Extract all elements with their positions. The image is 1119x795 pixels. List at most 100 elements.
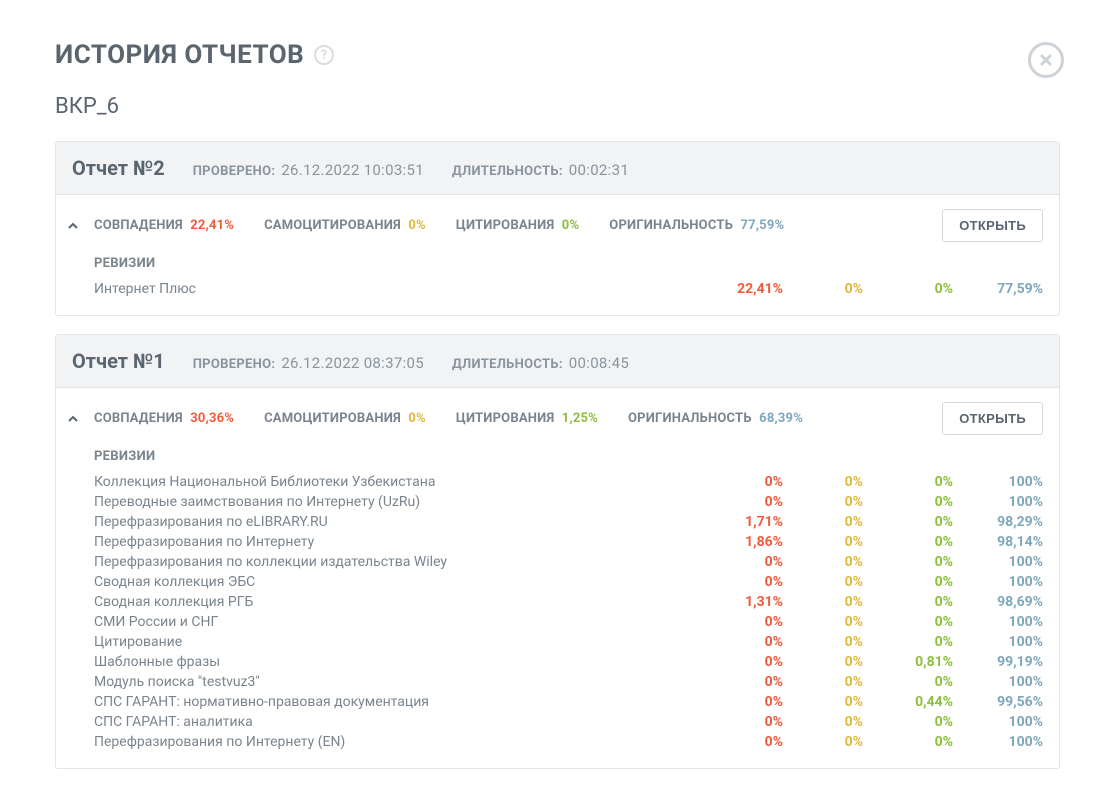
page-title: ИСТОРИЯ ОТЧЕТОВ [55,40,304,70]
revision-selfcite: 0% [793,714,863,730]
revision-name: Перефразирования по Интернету (EN) [94,734,693,750]
revisions-block: РЕВИЗИИ Коллекция Национальной Библиотеки… [56,449,1059,768]
revision-orig: 100% [963,554,1043,570]
revision-row: Перефразирования по коллекции издательст… [94,552,1043,572]
report-number: Отчет №1 [72,349,165,373]
revision-row: Интернет Плюс 22,41% 0% 0% 77,59% [94,279,1043,299]
revision-orig: 100% [963,494,1043,510]
revision-name: Интернет Плюс [94,281,693,297]
revision-orig: 77,59% [963,281,1043,297]
revision-row: Сводная коллекция РГБ 1,31% 0% 0% 98,69% [94,592,1043,612]
open-button[interactable]: ОТКРЫТЬ [942,209,1043,242]
duration-value: 00:02:31 [569,161,629,179]
revision-matches: 0% [703,474,783,490]
revision-orig: 98,29% [963,514,1043,530]
revision-cite: 0% [873,614,953,630]
revisions-title: РЕВИЗИИ [94,449,1043,464]
revision-matches: 0% [703,494,783,510]
revision-cite: 0% [873,474,953,490]
revision-matches: 22,41% [703,281,783,297]
revision-orig: 98,14% [963,534,1043,550]
revision-row: Перефразирования по Интернету (EN) 0% 0% 0%… [94,732,1043,752]
revision-cite: 0% [873,674,953,690]
revision-cite: 0% [873,574,953,590]
document-name: ВКР_6 [55,94,1064,119]
revision-name: Перефразирования по коллекции издательст… [94,554,693,570]
revision-name: Коллекция Национальной Библиотеки Узбеки… [94,474,693,490]
revision-matches: 0% [703,554,783,570]
duration-label: ДЛИТЕЛЬНОСТЬ:00:08:45 [452,354,629,372]
revision-cite: 0% [873,734,953,750]
revision-matches: 1,71% [703,514,783,530]
revision-row: СПС ГАРАНТ: нормативно-правовая документ… [94,692,1043,712]
revision-selfcite: 0% [793,674,863,690]
revision-orig: 98,69% [963,594,1043,610]
open-button[interactable]: ОТКРЫТЬ [942,402,1043,435]
revision-selfcite: 0% [793,634,863,650]
report-number: Отчет №2 [72,156,165,180]
revision-row: Сводная коллекция ЭБС0%0%0%100% [94,572,1043,592]
report-card: Отчет №1 ПРОВЕРЕНО:26.12.2022 08:37:05 ДЛИ… [55,334,1060,769]
revision-matches: 1,31% [703,594,783,610]
revision-orig: 99,56% [963,694,1043,710]
chevron-up-icon[interactable] [66,219,80,233]
revision-name: Переводные заимствования по Интернету (U… [94,494,693,510]
revision-orig: 100% [963,614,1043,630]
revision-matches: 0% [703,734,783,750]
orig-metric: ОРИГИНАЛЬНОСТЬ 77,59% [609,218,784,233]
revision-name: Цитирование [94,634,693,650]
revision-cite: 0% [873,554,953,570]
revision-selfcite: 0% [793,734,863,750]
reports-scroll[interactable]: Отчет №2 ПРОВЕРЕНО:26.12.2022 10:03:51 ДЛИ… [55,141,1064,771]
revision-matches: 0% [703,714,783,730]
report-card: Отчет №2 ПРОВЕРЕНО:26.12.2022 10:03:51 ДЛИ… [55,141,1060,316]
revision-selfcite: 0% [793,514,863,530]
revision-cite: 0% [873,714,953,730]
revision-name: Сводная коллекция РГБ [94,594,693,610]
revision-row: Модуль поиска "testvuz3"0%0%0%100% [94,672,1043,692]
checked-value: 26.12.2022 08:37:05 [281,354,424,372]
summary-row: СОВПАДЕНИЯ 30,36%САМОЦИТИРОВАНИЯ 0%ЦИТИР… [56,388,1059,449]
revision-selfcite: 0% [793,281,863,297]
revision-row: СПС ГАРАНТ: аналитика0%0%0%100% [94,712,1043,732]
matches-metric: СОВПАДЕНИЯ 30,36% [94,411,234,426]
checked-label: ПРОВЕРЕНО:26.12.2022 08:37:05 [193,354,424,372]
revision-name: Сводная коллекция ЭБС [94,574,693,590]
revisions-title: РЕВИЗИИ [94,256,1043,271]
checked-label: ПРОВЕРЕНО:26.12.2022 10:03:51 [193,161,424,179]
revision-cite: 0% [873,494,953,510]
summary-row: СОВПАДЕНИЯ 22,41%САМОЦИТИРОВАНИЯ 0%ЦИТИР… [56,195,1059,256]
revision-selfcite: 0% [793,474,863,490]
revision-matches: 0% [703,574,783,590]
revision-cite: 0% [873,634,953,650]
revision-orig: 100% [963,474,1043,490]
revision-matches: 0% [703,614,783,630]
revision-name: Шаблонные фразы [94,654,693,670]
chevron-up-icon[interactable] [66,412,80,426]
revision-row: Цитирование0%0%0%100% [94,632,1043,652]
selfcite-metric: САМОЦИТИРОВАНИЯ 0% [264,218,426,233]
revision-selfcite: 0% [793,694,863,710]
close-button[interactable] [1028,42,1064,78]
revision-selfcite: 0% [793,494,863,510]
selfcite-metric: САМОЦИТИРОВАНИЯ 0% [264,411,426,426]
checked-value: 26.12.2022 10:03:51 [281,161,424,179]
revision-row: Перефразирования по eLIBRARY.RU1,71%0%0%… [94,512,1043,532]
revision-matches: 1,86% [703,534,783,550]
revision-row: Шаблонные фразы0%0%0,81%99,19% [94,652,1043,672]
revision-cite: 0% [873,534,953,550]
revision-orig: 100% [963,714,1043,730]
revision-cite: 0% [873,594,953,610]
revision-name: СМИ России и СНГ [94,614,693,630]
revision-row: Коллекция Национальной Библиотеки Узбеки… [94,472,1043,492]
report-header: Отчет №2 ПРОВЕРЕНО:26.12.2022 10:03:51 ДЛИ… [56,142,1059,195]
duration-label: ДЛИТЕЛЬНОСТЬ:00:02:31 [452,161,629,179]
revision-cite: 0% [873,281,953,297]
help-icon[interactable]: ? [314,45,334,65]
revision-matches: 0% [703,694,783,710]
revision-orig: 99,19% [963,654,1043,670]
duration-value: 00:08:45 [569,354,629,372]
revision-selfcite: 0% [793,554,863,570]
revision-selfcite: 0% [793,594,863,610]
revision-matches: 0% [703,654,783,670]
